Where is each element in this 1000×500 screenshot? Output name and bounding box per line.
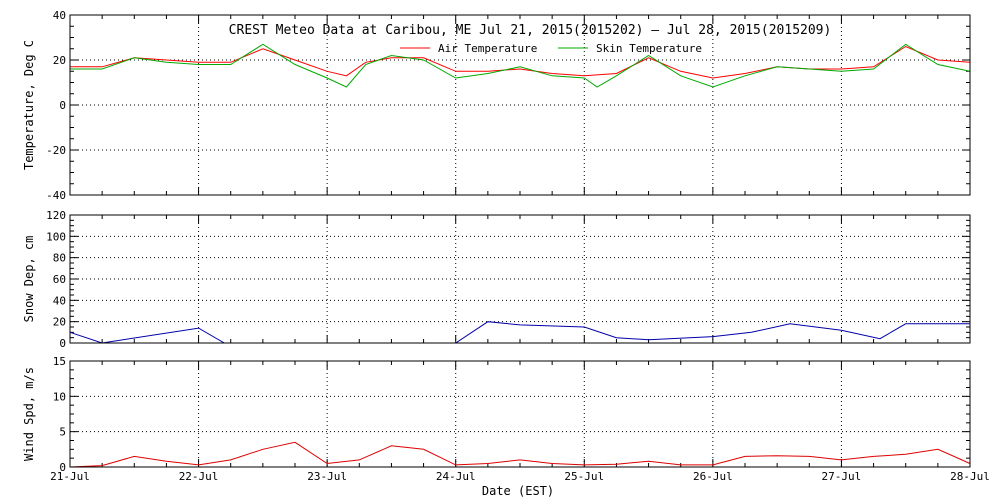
series-line-2-0 [69, 441, 971, 468]
panel-frame [69, 14, 971, 196]
y-tick-label: 15 [53, 355, 66, 368]
y-tick-label: 120 [46, 209, 66, 222]
series-line-1-0 [69, 321, 970, 344]
y-tick-label: 20 [53, 316, 66, 329]
y-tick-label: -40 [46, 189, 66, 202]
x-tick-label: 28-Jul [950, 470, 990, 483]
legend-label: Air Temperature [438, 42, 537, 55]
x-tick-label: 25-Jul [564, 470, 604, 483]
x-tick-label: 24-Jul [436, 470, 476, 483]
y-tick-label: 0 [59, 461, 66, 474]
y-tick-label: 0 [59, 337, 66, 350]
x-tick-label: 21-Jul [50, 470, 90, 483]
y-tick-label: 60 [53, 273, 66, 286]
y-tick-label: 80 [53, 252, 66, 265]
x-axis-label: Date (EST) [482, 484, 554, 498]
y-axis-label: Snow Dep, cm [22, 236, 36, 323]
panel-1: 0 20 40 60 80 100 120 Snow Dep, cm [22, 209, 971, 350]
y-tick-label: 20 [53, 54, 66, 67]
y-tick-label: 40 [53, 9, 66, 22]
x-tick-label: 26-Jul [693, 470, 733, 483]
y-tick-label: 0 [59, 99, 66, 112]
panels-group: -40 -20 0 20 40 Temperature, Deg C Air Tempera… [22, 9, 990, 483]
y-tick-label: 10 [53, 390, 66, 403]
y-tick-label: 100 [46, 230, 66, 243]
y-tick-label: 40 [53, 294, 66, 307]
x-tick-label: 27-Jul [822, 470, 862, 483]
y-axis-label: Wind Spd, m/s [22, 367, 36, 461]
panel-0: -40 -20 0 20 40 Temperature, Deg C Air Tempera… [22, 9, 971, 202]
panel-frame [69, 214, 971, 344]
chart-title: CREST Meteo Data at Caribou, ME Jul 21, … [229, 23, 832, 38]
x-tick-label: 23-Jul [307, 470, 347, 483]
legend-label: Skin Temperature [596, 42, 702, 55]
y-axis-label: Temperature, Deg C [22, 40, 36, 170]
panel-2: 0 5 10 15 Wind Spd, m/s [22, 355, 971, 474]
series-line-0-1 [70, 43, 971, 88]
y-tick-label: -20 [46, 144, 66, 157]
x-tick-label: 22-Jul [179, 470, 219, 483]
panel-frame [69, 360, 971, 468]
y-tick-label: 5 [59, 426, 66, 439]
